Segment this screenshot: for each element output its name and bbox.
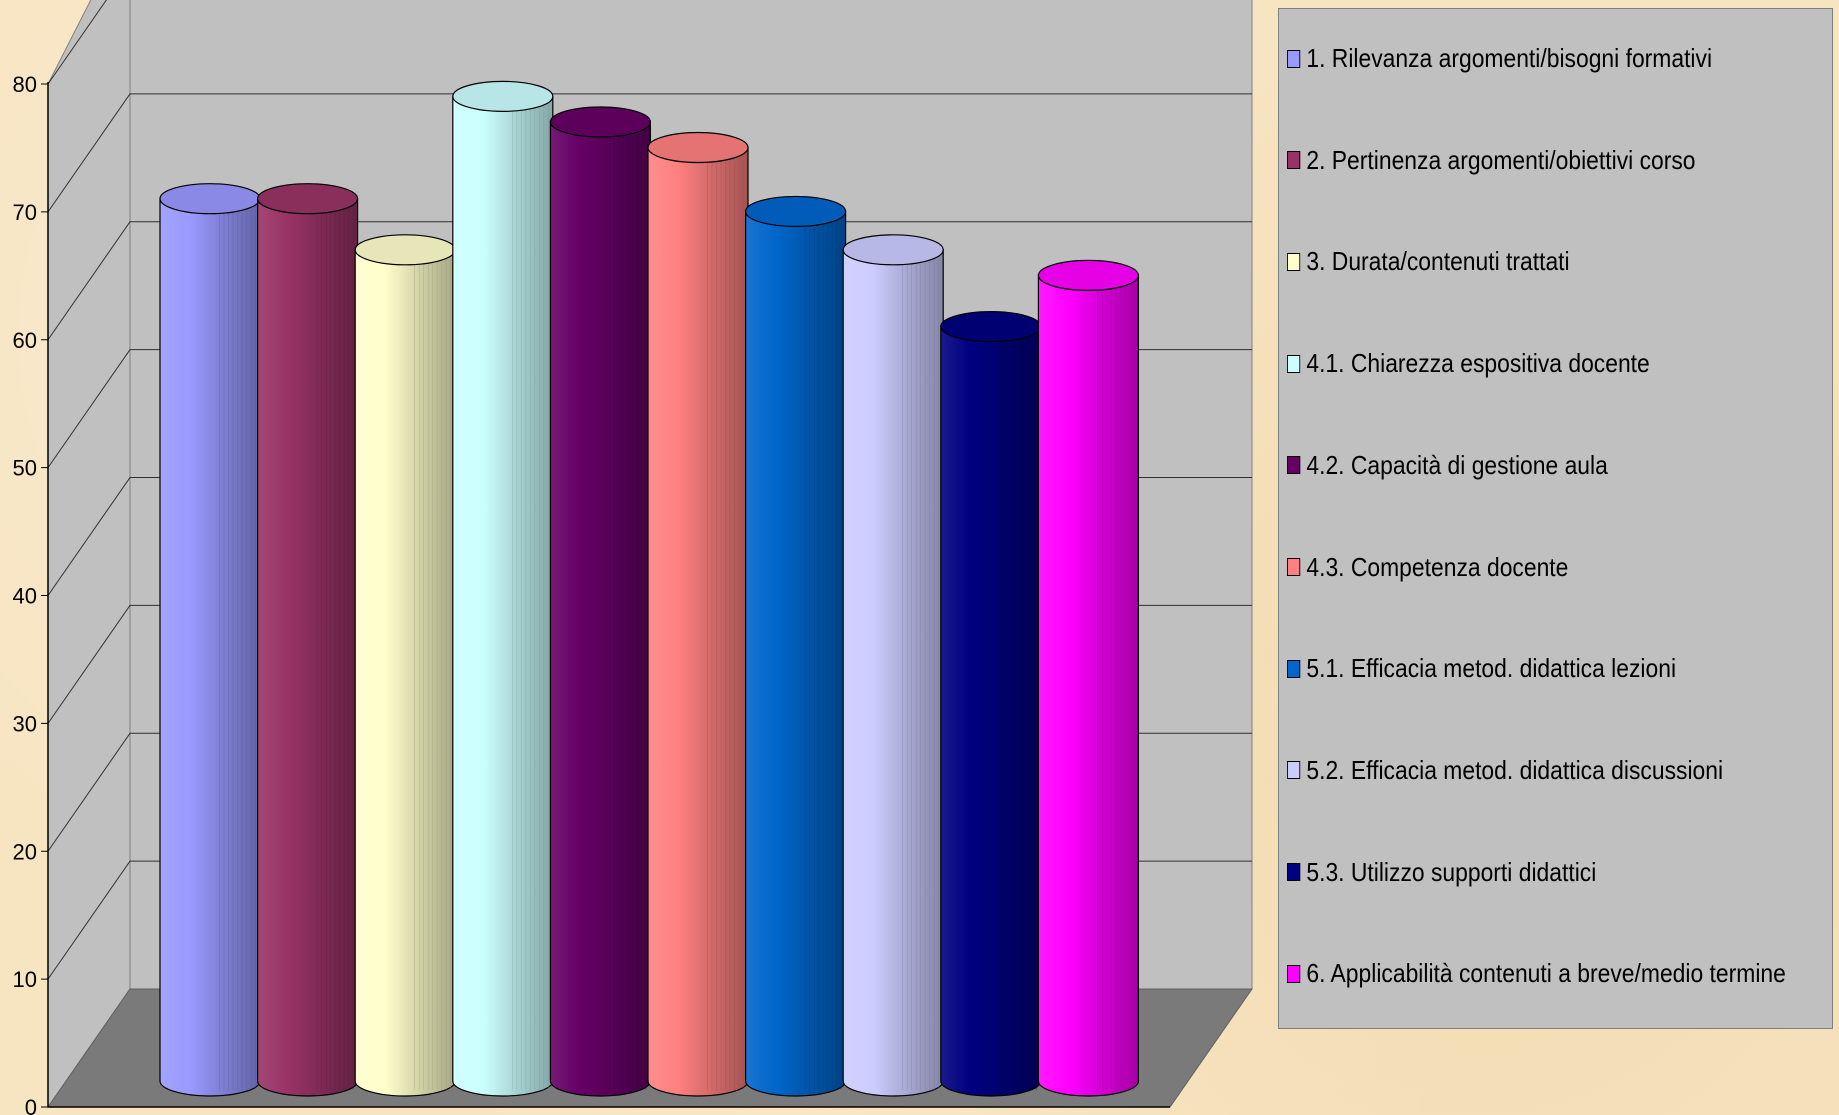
value-axis: 0 10 20 30 40 50 60 70 80 (13, 72, 1170, 1115)
legend-label: 5.1. Efficacia metod. didattica lezioni (1306, 653, 1677, 684)
bar (452, 80, 554, 1097)
legend-item: 5.3. Utilizzo supporti didattici (1287, 857, 1596, 888)
bars (159, 80, 1140, 1097)
bar (940, 310, 1042, 1097)
bar (159, 183, 261, 1097)
legend-item: 3. Durata/contenuti trattati (1287, 246, 1570, 277)
bar (549, 106, 652, 1097)
bar-top (842, 234, 944, 266)
legend-swatch (1287, 151, 1301, 170)
bar-top (647, 131, 749, 164)
legend-label: 2. Pertinenza argomenti/obiettivi corso (1306, 144, 1696, 175)
bar-body (452, 95, 554, 1097)
y-tick-label: 70 (13, 200, 37, 225)
bar-body (1037, 274, 1139, 1097)
side-wall (47, 0, 131, 1109)
y-tick-label: 10 (13, 967, 37, 992)
legend-item: 4.2. Capacità di gestione aula (1287, 450, 1608, 481)
y-tick-label: 40 (13, 584, 37, 609)
bar (647, 131, 749, 1097)
bar-body (940, 325, 1042, 1097)
bar-body (549, 121, 651, 1097)
bar-body (354, 249, 456, 1097)
legend-swatch (1287, 964, 1301, 983)
legend-item: 2. Pertinenza argomenti/obiettivi corso (1287, 145, 1696, 176)
bar (744, 195, 847, 1097)
y-tick-label: 50 (13, 456, 37, 481)
gridline (47, 93, 1252, 213)
legend-item: 1. Rilevanza argomenti/bisogni formativi (1287, 43, 1712, 74)
bar-body (159, 198, 261, 1097)
y-tick-label: 0 (25, 1095, 37, 1115)
bar-top (257, 183, 359, 215)
bar-top (452, 80, 554, 112)
bar-body (257, 198, 359, 1097)
bar-body (647, 146, 749, 1097)
bar-body (842, 249, 944, 1097)
legend-swatch (1287, 558, 1301, 576)
legend-swatch (1287, 863, 1301, 882)
y-tick-label: 80 (13, 72, 37, 97)
legend-label: 6. Applicabilità contenuti a breve/medio… (1306, 958, 1786, 989)
legend-item: 5.1. Efficacia metod. didattica lezioni (1287, 653, 1676, 684)
bar-top (940, 310, 1042, 343)
gridline (47, 221, 1252, 341)
legend-label: 4.1. Chiarezza espositiva docente (1306, 348, 1650, 379)
bar (1037, 259, 1140, 1097)
bar-top (354, 234, 456, 266)
legend-label: 4.3. Competenza docente (1306, 551, 1569, 582)
bar (354, 234, 456, 1097)
legend-label: 5.2. Efficacia metod. didattica discussi… (1306, 754, 1724, 785)
legend-label: 3. Durata/contenuti trattati (1306, 246, 1570, 277)
legend-item: 6. Applicabilità contenuti a breve/medio… (1287, 958, 1786, 989)
bar (842, 234, 944, 1097)
bar-body (745, 210, 847, 1097)
bar-top (1037, 259, 1140, 291)
bar-top (549, 106, 652, 138)
legend-swatch (1287, 354, 1301, 373)
legend-label: 5.3. Utilizzo supporti didattici (1306, 856, 1597, 887)
legend-item: 5.2. Efficacia metod. didattica discussi… (1287, 755, 1723, 786)
bar (257, 183, 359, 1097)
legend-swatch (1287, 252, 1301, 271)
legend: 1. Rilevanza argomenti/bisogni formativi… (1278, 8, 1833, 1029)
legend-label: 4.2. Capacità di gestione aula (1306, 449, 1608, 480)
legend-item: 4.3. Competenza docente (1287, 552, 1568, 583)
legend-swatch (1287, 761, 1301, 780)
legend-swatch (1287, 456, 1301, 475)
y-tick-label: 20 (13, 839, 37, 864)
legend-label: 1. Rilevanza argomenti/bisogni formativi (1306, 43, 1713, 73)
legend-swatch (1287, 49, 1301, 68)
legend-swatch (1287, 659, 1301, 678)
y-tick-label: 60 (13, 328, 37, 353)
gridline (47, 0, 107, 85)
y-tick-label: 30 (13, 711, 37, 736)
legend-item: 4.1. Chiarezza espositiva docente (1287, 348, 1650, 379)
bar-top (159, 183, 261, 215)
bar-top (744, 195, 847, 228)
